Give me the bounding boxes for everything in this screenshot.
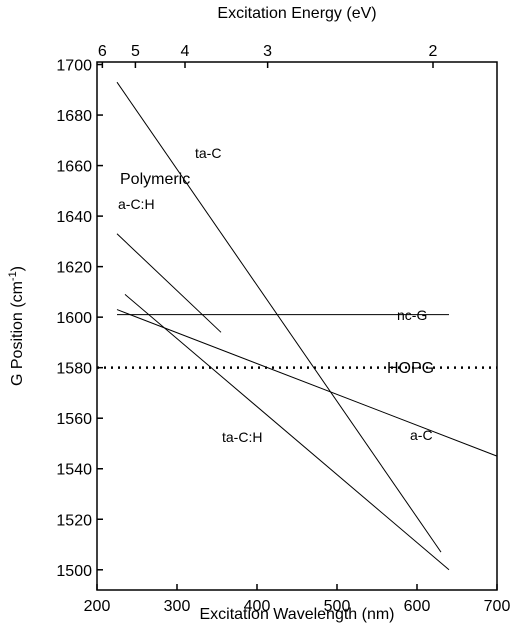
x-tick-label: 400 — [244, 598, 271, 615]
series-line — [116, 81, 442, 553]
annotation: a-C:H — [118, 196, 155, 212]
x2-tick-label: 2 — [429, 43, 438, 60]
y-tick-label: 1580 — [56, 361, 92, 378]
y-tick-label: 1660 — [56, 159, 92, 176]
y-tick-label: 1500 — [56, 563, 92, 580]
y-tick-label: 1600 — [56, 310, 92, 327]
series-line — [124, 294, 450, 571]
x2-tick-label: 3 — [263, 43, 272, 60]
y-axis-label: G Position (cm-1) — [7, 266, 26, 386]
y-axis-label-sup: -1 — [7, 271, 19, 281]
annotation: ta-C — [195, 145, 221, 161]
y-tick-label: 1540 — [56, 462, 92, 479]
y-tick-label: 1620 — [56, 260, 92, 277]
y-axis-label-main: G Position (cm — [9, 281, 26, 386]
x2-tick-label: 6 — [98, 43, 107, 60]
y-tick-label: 1520 — [56, 512, 92, 529]
y-tick-label: 1560 — [56, 411, 92, 428]
x-tick-label: 200 — [84, 598, 111, 615]
annotation: HOPG — [387, 360, 434, 377]
annotation: a-C — [410, 427, 433, 443]
y-tick-label: 1640 — [56, 209, 92, 226]
x2-axis-label: Excitation Energy (eV) — [217, 5, 376, 22]
y-tick-label: 1700 — [56, 58, 92, 75]
annotation: ta-C:H — [222, 429, 262, 445]
x-tick-label: 300 — [164, 598, 191, 615]
x-axis-label: Excitation Wavelength (nm) — [199, 606, 394, 623]
x-tick-label: 600 — [404, 598, 431, 615]
y-tick-label: 1680 — [56, 108, 92, 125]
series-line — [116, 309, 498, 457]
x2-tick-label: 5 — [131, 43, 140, 60]
annotation: Polymeric — [120, 171, 190, 188]
x2-tick-label: 4 — [181, 43, 190, 60]
x-tick-label: 700 — [484, 598, 511, 615]
plot-frame — [96, 61, 498, 591]
x-tick-label: 500 — [324, 598, 351, 615]
series-line — [116, 233, 222, 333]
annotation: nc-G — [397, 307, 427, 323]
y-axis-label-end: ) — [9, 266, 26, 271]
